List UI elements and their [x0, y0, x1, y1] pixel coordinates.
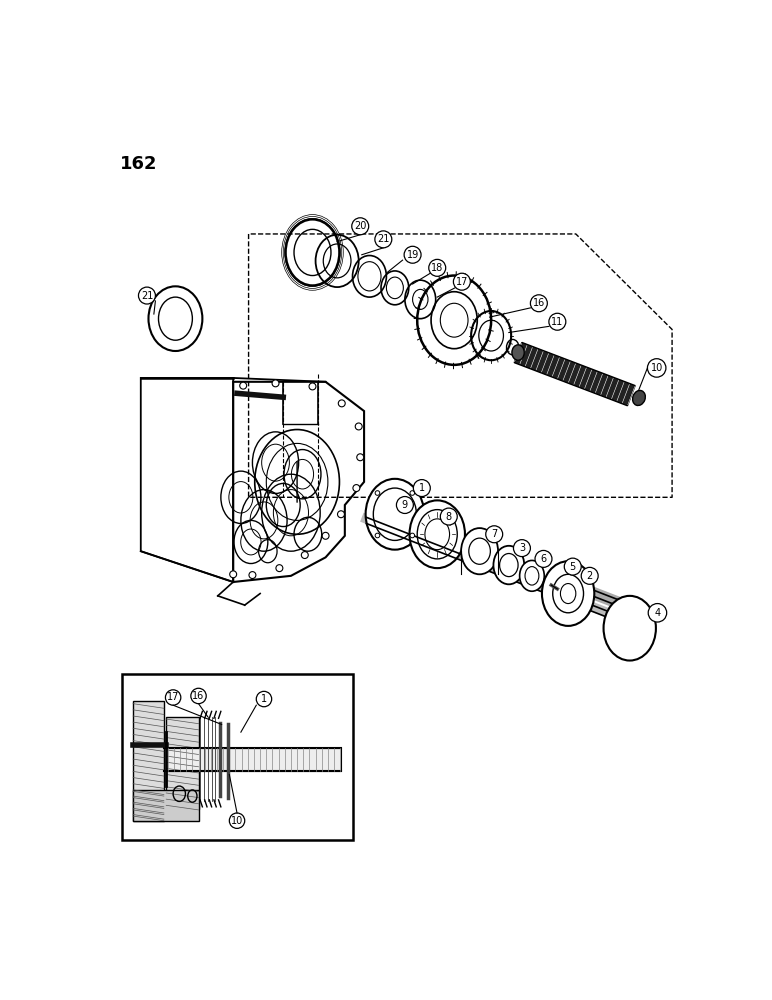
Ellipse shape	[493, 546, 524, 584]
Circle shape	[410, 491, 415, 495]
Ellipse shape	[520, 560, 544, 591]
Circle shape	[309, 383, 316, 390]
Circle shape	[648, 359, 666, 377]
Circle shape	[357, 454, 364, 461]
Ellipse shape	[512, 345, 524, 360]
Circle shape	[375, 231, 392, 248]
Circle shape	[230, 571, 237, 578]
Text: 5: 5	[570, 562, 576, 572]
Circle shape	[648, 604, 667, 622]
Circle shape	[410, 533, 415, 538]
Text: 4: 4	[655, 608, 661, 618]
Circle shape	[276, 565, 283, 572]
Circle shape	[322, 532, 329, 539]
Polygon shape	[133, 790, 198, 821]
Circle shape	[138, 287, 155, 304]
Text: 20: 20	[354, 221, 367, 231]
Text: 11: 11	[551, 317, 564, 327]
Circle shape	[581, 567, 598, 584]
Circle shape	[337, 511, 344, 518]
Text: 162: 162	[120, 155, 157, 173]
Circle shape	[564, 558, 581, 575]
Circle shape	[375, 491, 380, 495]
Circle shape	[338, 400, 345, 407]
Circle shape	[440, 508, 457, 525]
Bar	[164, 748, 341, 771]
Circle shape	[272, 380, 279, 387]
Circle shape	[530, 295, 547, 312]
Circle shape	[396, 497, 413, 513]
Circle shape	[191, 688, 206, 704]
Circle shape	[375, 533, 380, 538]
Text: 2: 2	[587, 571, 593, 581]
Text: 19: 19	[407, 250, 418, 260]
Circle shape	[249, 572, 256, 579]
Text: 8: 8	[445, 512, 452, 522]
Circle shape	[240, 382, 247, 389]
Bar	[121, 674, 353, 840]
Text: 16: 16	[533, 298, 545, 308]
Polygon shape	[166, 717, 198, 809]
Circle shape	[355, 423, 362, 430]
Text: 10: 10	[231, 816, 243, 826]
Ellipse shape	[542, 561, 594, 626]
Text: 16: 16	[192, 691, 205, 701]
Text: 17: 17	[455, 277, 468, 287]
Text: 10: 10	[651, 363, 663, 373]
Ellipse shape	[632, 390, 645, 405]
Text: 6: 6	[540, 554, 547, 564]
Text: 1: 1	[418, 483, 425, 493]
Circle shape	[535, 550, 552, 567]
Circle shape	[256, 691, 272, 707]
Ellipse shape	[604, 596, 656, 661]
Text: 3: 3	[519, 543, 525, 553]
Circle shape	[301, 552, 308, 559]
Text: 21: 21	[378, 234, 390, 244]
Text: 21: 21	[141, 291, 153, 301]
Text: 7: 7	[491, 529, 497, 539]
Circle shape	[352, 218, 369, 235]
Circle shape	[229, 813, 245, 828]
Circle shape	[428, 259, 445, 276]
Text: 9: 9	[402, 500, 408, 510]
Circle shape	[404, 246, 421, 263]
Ellipse shape	[366, 479, 424, 550]
Ellipse shape	[409, 500, 465, 568]
Circle shape	[486, 526, 503, 543]
Ellipse shape	[461, 528, 498, 574]
Circle shape	[353, 485, 360, 492]
Circle shape	[453, 273, 470, 290]
Circle shape	[165, 690, 181, 705]
Text: 18: 18	[431, 263, 443, 273]
Text: 17: 17	[167, 692, 179, 702]
Circle shape	[413, 480, 430, 497]
Circle shape	[549, 313, 566, 330]
Polygon shape	[514, 342, 635, 406]
Polygon shape	[133, 701, 164, 821]
Circle shape	[513, 540, 530, 557]
Text: 1: 1	[261, 694, 267, 704]
